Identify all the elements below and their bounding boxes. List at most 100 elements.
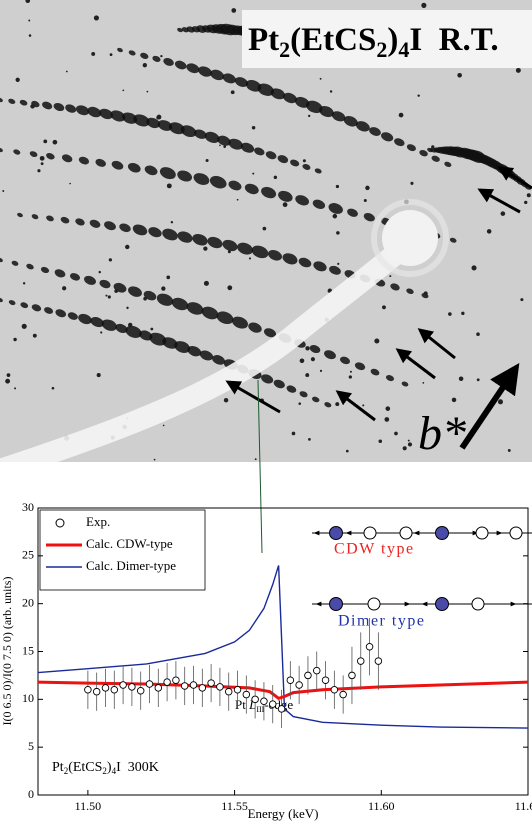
dot <box>501 211 506 216</box>
dot <box>231 90 235 94</box>
dot <box>336 231 340 235</box>
pt-atom <box>436 598 449 611</box>
y-tick-label: 0 <box>28 787 34 801</box>
dot <box>23 282 25 284</box>
dot <box>452 398 457 403</box>
data-point <box>120 682 127 689</box>
data-point <box>349 672 356 679</box>
dot <box>100 331 102 333</box>
y-tick-label: 25 <box>22 548 34 562</box>
dot <box>330 90 332 92</box>
data-point <box>296 682 303 689</box>
dot <box>109 258 112 261</box>
dot <box>487 229 492 234</box>
dot <box>516 68 521 73</box>
dot <box>308 115 310 117</box>
i-atom <box>472 598 484 610</box>
dot <box>305 373 309 377</box>
data-point <box>146 681 153 688</box>
dimer-diagram <box>312 598 532 611</box>
dot <box>350 371 352 373</box>
dot <box>167 183 172 188</box>
data-point <box>181 683 188 690</box>
i-atom <box>510 527 522 539</box>
dot <box>28 20 30 22</box>
title-part: 4 <box>398 37 409 62</box>
dot <box>308 438 311 441</box>
dot <box>498 399 503 404</box>
dot <box>40 156 45 161</box>
dot <box>156 116 160 120</box>
title-part: 2 <box>376 37 387 62</box>
data-point <box>305 672 312 679</box>
dot <box>421 3 426 8</box>
dot <box>237 199 239 201</box>
dot <box>283 202 288 207</box>
dot <box>171 221 173 223</box>
data-point <box>313 667 320 674</box>
dot <box>224 398 228 402</box>
dot <box>150 328 153 331</box>
dot <box>249 257 251 259</box>
dot <box>399 113 404 118</box>
annotation-part: Pt <box>235 697 249 712</box>
dot <box>125 245 129 249</box>
data-point <box>269 701 276 708</box>
dot <box>335 402 339 406</box>
annotation-part: I 300K <box>116 760 159 775</box>
dot <box>62 286 66 290</box>
dot <box>206 159 209 162</box>
image-background <box>0 0 532 462</box>
data-point <box>322 677 329 684</box>
legend-label: Calc. Dimer-type <box>86 558 176 573</box>
cdw-diagram <box>312 527 532 540</box>
title-part: ) <box>387 22 398 58</box>
dot <box>311 357 315 361</box>
data-point <box>331 686 338 693</box>
dot <box>223 145 226 148</box>
dot <box>417 94 419 96</box>
dot <box>252 126 255 129</box>
legend-label: Exp. <box>86 514 110 529</box>
data-point <box>164 679 171 686</box>
dot <box>143 297 147 301</box>
y-tick-label: 15 <box>22 643 34 657</box>
dot <box>22 324 27 329</box>
dot <box>255 458 257 460</box>
dot <box>126 307 128 309</box>
dot <box>403 446 407 450</box>
dot <box>524 201 527 204</box>
dot <box>374 338 379 343</box>
dot <box>346 450 349 453</box>
dot <box>14 387 16 389</box>
data-point <box>173 677 180 684</box>
dot <box>457 73 462 78</box>
dot <box>29 34 32 37</box>
dot <box>461 312 464 315</box>
dot <box>122 89 124 91</box>
i-atom <box>368 598 380 610</box>
data-point <box>357 658 364 665</box>
dot <box>30 104 35 109</box>
y-axis-label: I(0 6.5 0)/I(0 7.5 0) (arb. units) <box>0 577 14 726</box>
cdw-label: CDW type <box>334 541 415 558</box>
dot <box>7 373 11 377</box>
dot <box>227 285 232 290</box>
y-tick-label: 10 <box>22 691 34 705</box>
pt-atom <box>330 527 343 540</box>
dot <box>252 173 254 175</box>
data-point <box>85 686 92 693</box>
dot <box>143 63 147 67</box>
dot <box>471 265 476 270</box>
dot <box>378 439 382 443</box>
dot <box>99 271 101 273</box>
dot <box>520 298 523 301</box>
dot <box>384 417 389 422</box>
dot <box>43 139 47 143</box>
dot <box>108 295 111 298</box>
x-tick-label: 11.60 <box>368 799 395 813</box>
beam-stop-center <box>382 210 438 266</box>
figure: Pt2(EtCS2)4I R.T. b* Energy (keV) I(0 6.… <box>0 0 532 824</box>
data-point <box>93 688 100 695</box>
dot <box>336 185 339 188</box>
